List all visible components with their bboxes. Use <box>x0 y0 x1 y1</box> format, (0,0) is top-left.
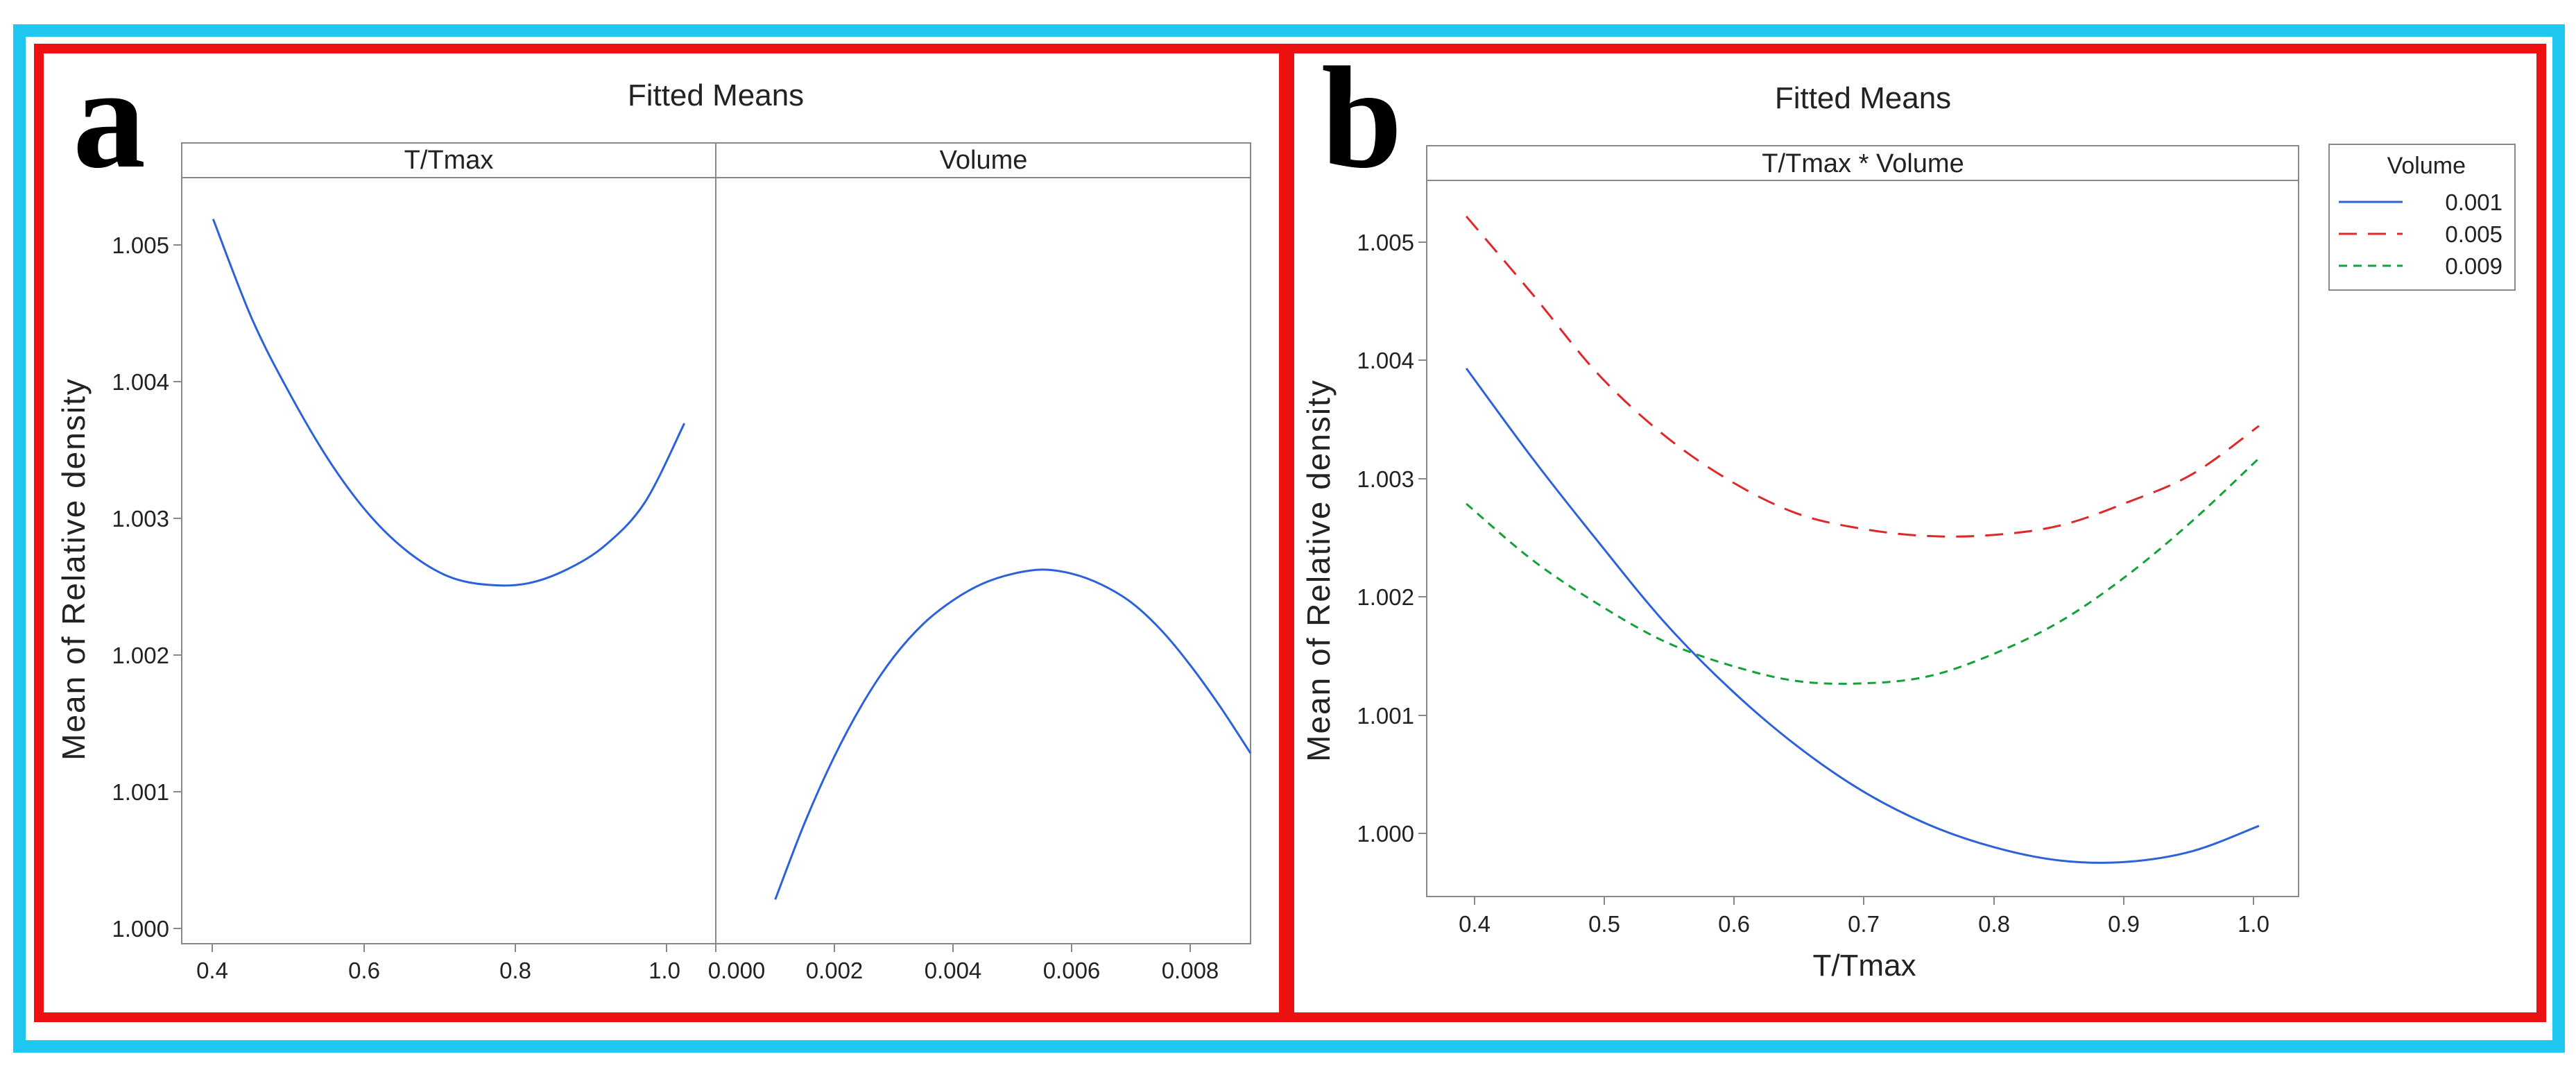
panel-b-plot-area <box>1426 180 2299 897</box>
legend-label-0009: 0.009 <box>2445 253 2502 279</box>
legend-label-0005: 0.005 <box>2445 221 2502 247</box>
panel-b-y-tick-label: 1.002 <box>1357 584 1414 610</box>
panel-b-y-tick-label: 1.000 <box>1357 821 1414 847</box>
panel-b-x-tick-label: 1.0 <box>2238 911 2269 937</box>
panel-b-x-axis-label: T/Tmax <box>1812 949 1916 983</box>
facet-volume-x-tick-label: 0.004 <box>925 958 982 983</box>
facet-volume-lines <box>774 568 1252 900</box>
panel-b-y-tick-label: 1.003 <box>1357 466 1414 492</box>
panel-b: b Fitted Means Mean of Relative density … <box>1300 37 2516 983</box>
panel-a-title: Fitted Means <box>628 78 804 112</box>
series-line-t-tmax-main-effect <box>212 219 686 587</box>
panel-b-header-label: T/Tmax * Volume <box>1762 149 1964 178</box>
panel-a: a Fitted Means Mean of Relative density … <box>55 37 1252 983</box>
legend: Volume 0.001 0.005 0.009 <box>2328 144 2516 291</box>
panel-a-y-tick-label: 1.003 <box>112 506 169 532</box>
series-line-volume-main-effect <box>774 568 1252 900</box>
legend-label-0001: 0.001 <box>2445 189 2502 215</box>
panel-b-x-tick-label: 0.7 <box>1848 911 1880 937</box>
panel-b-y-tick-label: 1.001 <box>1357 703 1414 729</box>
facet-volume-x-tick-label: 0.008 <box>1162 958 1219 983</box>
panel-b-x-tick-label: 0.4 <box>1459 911 1491 937</box>
panel-a-label: a <box>73 37 146 198</box>
panel-b-y-ticks <box>1418 241 1427 834</box>
facet-ttmax-lines <box>212 219 686 587</box>
facet-header-volume <box>715 142 1251 178</box>
panel-b-header <box>1426 145 2299 181</box>
panel-b-y-tick-label: 1.004 <box>1357 348 1414 373</box>
panel-a-y-tick-label: 1.004 <box>112 369 169 395</box>
facet-ttmax-x-tick-label: 0.4 <box>196 958 228 983</box>
legend-title: Volume <box>2387 153 2466 179</box>
panel-b-x-tick-label: 0.8 <box>1978 911 2010 937</box>
panel-a-y-axis-label: Mean of Relative density <box>55 377 92 761</box>
facet-ttmax-x-tick-label: 1.0 <box>649 958 680 983</box>
panel-b-border <box>1285 44 2546 1022</box>
facet-ttmax-x-tick-label: 0.6 <box>348 958 380 983</box>
panel-a-y-tick-label: 1.001 <box>112 779 169 805</box>
panel-b-y-tick-label: 1.005 <box>1357 230 1414 255</box>
facet-volume-x-tick-label: 0.000 <box>708 958 766 983</box>
facet-ttmax-plot-area <box>181 177 716 944</box>
outer-border <box>13 24 2565 1053</box>
facet-header-ttmax-label: T/Tmax <box>404 146 494 175</box>
facet-ttmax-x-tick-label: 0.8 <box>499 958 531 983</box>
panel-b-x-tick-label: 0.9 <box>2108 911 2140 937</box>
series-line-0-005 <box>1465 215 2260 538</box>
panel-a-y-tick-label: 1.000 <box>112 916 169 942</box>
panel-a-y-tick-label: 1.005 <box>112 232 169 258</box>
panel-a-y-ticks <box>173 244 182 929</box>
panel-a-y-tick-label: 1.002 <box>112 643 169 668</box>
facet-volume-x-tick-label: 0.002 <box>806 958 864 983</box>
series-line-0-001 <box>1465 368 2260 864</box>
panel-b-x-ticks <box>1474 897 2254 905</box>
panel-b-label: b <box>1321 37 1402 198</box>
facet-header-volume-label: Volume <box>940 146 1028 175</box>
facet-volume-x-ticks <box>715 944 1191 952</box>
panel-b-x-tick-label: 0.5 <box>1588 911 1620 937</box>
facet-volume-plot-area <box>715 177 1251 944</box>
facet-volume-x-tick-label: 0.006 <box>1043 958 1101 983</box>
panel-a-border <box>34 44 1289 1022</box>
facet-ttmax-x-ticks <box>212 944 667 952</box>
panel-b-lines <box>1465 215 2260 864</box>
panel-b-x-tick-label: 0.6 <box>1718 911 1750 937</box>
series-line-0-009 <box>1466 457 2260 685</box>
panel-b-title: Fitted Means <box>1775 81 1951 115</box>
panel-b-y-axis-label: Mean of Relative density <box>1300 379 1337 762</box>
